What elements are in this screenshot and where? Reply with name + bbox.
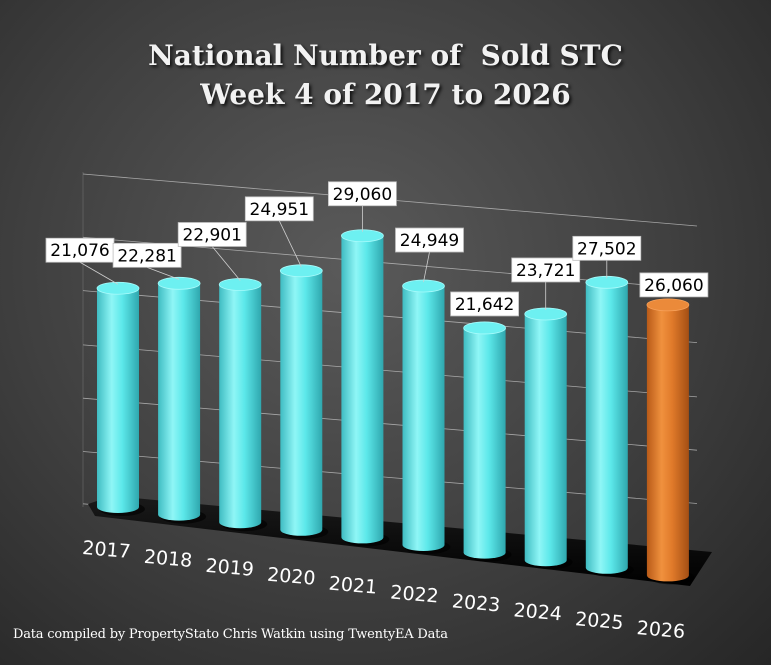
data-label-2019: 22,901 — [177, 222, 247, 247]
x-tick-2017: 2017 — [81, 537, 131, 563]
data-label-text: 22,281 — [117, 246, 176, 266]
leader-line — [423, 251, 430, 283]
bar-body — [158, 283, 201, 521]
chart-title: National Number of Sold STC Week 4 of 20… — [0, 36, 771, 114]
bar-2024 — [524, 307, 573, 570]
data-label-text: 23,721 — [516, 261, 575, 281]
data-label-box — [177, 222, 247, 247]
data-label-text: 24,951 — [250, 200, 309, 220]
bar-body — [280, 270, 323, 536]
bar-2021 — [340, 229, 390, 547]
bar-2019 — [218, 278, 268, 532]
data-label-box — [511, 257, 581, 283]
bar-body — [463, 327, 506, 559]
x-tick-2026: 2026 — [636, 617, 686, 643]
data-label-box — [327, 181, 397, 207]
x-tick-2019: 2019 — [205, 555, 255, 581]
chart-title-line-1: National Number of Sold STC — [148, 39, 623, 72]
leader-line — [278, 220, 302, 267]
x-axis-tick-labels: 2017 2018 2019 2020 2021 2022 2023 2024 2025 2026 — [81, 537, 685, 643]
data-label-2025: 27,502 — [572, 235, 642, 261]
bar-body — [219, 284, 262, 529]
bars — [96, 229, 695, 585]
bar-body — [402, 286, 445, 551]
data-label-text: 29,060 — [333, 185, 392, 205]
bar-body — [97, 288, 139, 513]
bar-body — [646, 304, 689, 582]
bar-cap — [646, 298, 690, 312]
data-label-box — [244, 196, 314, 222]
x-tick-2021: 2021 — [328, 573, 378, 599]
bar-body — [585, 282, 628, 574]
x-tick-2023: 2023 — [451, 590, 501, 616]
data-label-2022: 24,949 — [395, 227, 464, 253]
data-label-2026: 26,060 — [639, 272, 709, 298]
bar-cap — [218, 278, 262, 291]
data-label-2023: 21,642 — [450, 291, 520, 317]
bar-body — [524, 313, 567, 567]
bar-2020 — [279, 264, 329, 539]
data-label-text: 27,502 — [577, 239, 636, 259]
data-label-2018: 22,281 — [112, 242, 182, 268]
data-label-box — [639, 272, 709, 298]
data-label-text: 22,901 — [182, 225, 241, 245]
bar-2023 — [463, 321, 512, 562]
data-label-box — [112, 242, 182, 268]
source-footnote: Data compiled by PropertyStato Chris Wat… — [13, 627, 448, 642]
x-tick-2025: 2025 — [574, 608, 624, 634]
leader-line — [79, 261, 119, 285]
data-label-box — [572, 235, 642, 261]
label-leader-lines — [79, 205, 608, 310]
data-label-box — [45, 237, 115, 263]
chart-title-line-2: Week 4 of 2017 to 2026 — [200, 78, 571, 111]
bar-cap — [279, 264, 323, 278]
bar-2022 — [402, 279, 451, 554]
data-label-box — [395, 227, 464, 253]
bar-cap — [96, 281, 140, 295]
x-tick-2022: 2022 — [389, 581, 439, 607]
leader-line — [211, 246, 241, 281]
data-label-text: 26,060 — [644, 276, 703, 296]
data-label-text: 21,642 — [455, 295, 514, 315]
data-labels: 21,076 22,281 22,901 24,951 29,060 24,949 21,6… — [45, 181, 709, 317]
data-label-box — [450, 291, 520, 317]
bar-body — [341, 235, 384, 544]
bar-2018 — [157, 276, 207, 524]
data-label-text: 21,076 — [50, 241, 109, 261]
bar-cap — [463, 321, 507, 335]
data-label-2017: 21,076 — [45, 237, 115, 263]
bar-cap — [157, 276, 201, 290]
x-tick-2020: 2020 — [266, 564, 316, 590]
bar-2017 — [96, 281, 145, 516]
data-label-2020: 24,951 — [244, 196, 314, 222]
data-label-text: 24,949 — [400, 231, 459, 251]
data-label-2021: 29,060 — [327, 181, 397, 207]
bar-2025 — [585, 275, 634, 577]
leader-line — [146, 266, 180, 280]
data-label-2024: 23,721 — [511, 257, 581, 283]
bar-2026 — [646, 298, 695, 585]
x-tick-2024: 2024 — [513, 599, 563, 625]
x-tick-2018: 2018 — [143, 546, 193, 572]
